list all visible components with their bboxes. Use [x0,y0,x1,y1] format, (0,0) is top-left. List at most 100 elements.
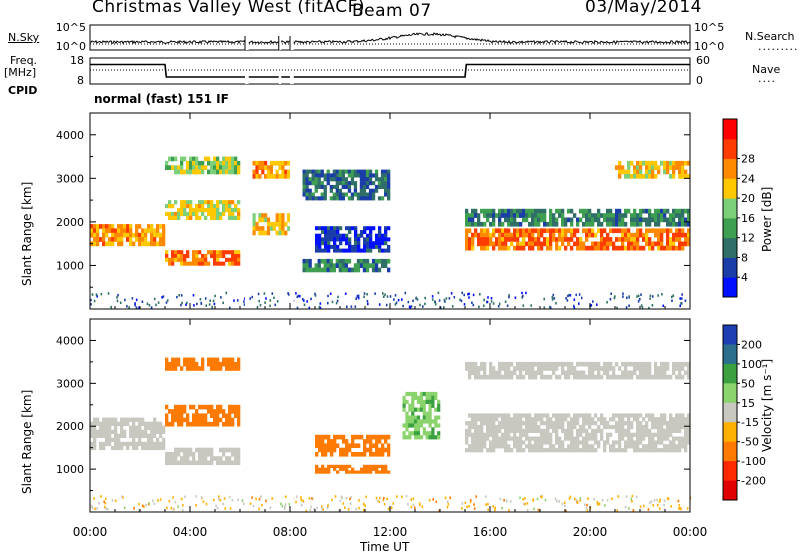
freq-gap [278,72,282,84]
time-xlabel: Time UT [360,540,410,554]
velocity-colorbar-tick-label: -100 [741,455,766,468]
nsky-gap [245,36,249,50]
power-colorbar-tick-label: 12 [741,232,755,245]
time-tick-label: 20:00 [573,525,608,539]
nsky-tick-bottom: 10^0 [56,40,86,53]
nsky-frame [89,24,691,51]
power-band [252,213,291,236]
velocity-band [165,447,241,466]
velocity-colorbar-segment [723,461,737,482]
power-colorbar-segment [723,277,737,298]
velocity-colorbar-tick-label: 200 [741,338,762,351]
power-colorbar-tick-label: 8 [741,251,748,264]
time-tick-label: 16:00 [473,525,508,539]
power-colorbar-segment [723,237,737,258]
power-colorbar-segment [723,178,737,199]
freq-unit-label: [MHz] [4,66,37,79]
velocity-colorbar-tick-label: -200 [741,475,766,488]
power-band [465,208,691,227]
velocity-band [165,404,241,427]
power-band [252,160,291,179]
power-colorbar-frame [722,118,738,298]
power-band [302,258,391,273]
power-colorbar-segment [723,257,737,278]
velocity-ground-scatter [90,494,692,513]
cpid-text: normal (fast) 151 IF [94,92,229,106]
velocity-band [315,434,391,457]
time-tick-label: 12:00 [373,525,408,539]
station-title: Christmas Valley West (fitACF) [92,0,366,17]
velocity-colorbar-segment [723,480,737,501]
power-band [315,226,391,253]
nsearch-tick-top: 10^5 [694,21,724,34]
velocity-ytick-label: 1000 [56,463,84,476]
velocity-ytick-label: 3000 [56,377,84,390]
power-colorbar-tick-label: 16 [741,212,755,225]
velocity-band [315,464,391,474]
freq-frame [89,57,691,85]
time-tick-label: 04:00 [173,525,208,539]
velocity-colorbar-tick-label: -50 [741,436,759,449]
time-tick-label: 00:00 [73,525,108,539]
nsky-tick-top: 10^5 [56,21,86,34]
velocity-ytick-label: 4000 [56,334,84,347]
velocity-data-gap [290,319,294,512]
velocity-colorbar-tick-label: 100 [741,358,762,371]
velocity-ytick-label: 2000 [56,420,84,433]
power-ytick-label: 3000 [56,172,84,185]
power-band [465,228,691,251]
velocity-colorbar-segment [723,402,737,423]
power-colorbar-tick-label: 24 [741,172,755,185]
freq-label: Freq. [10,54,38,67]
velocity-colorbar-tick-label: 15 [741,397,755,410]
power-data-gap [245,113,249,309]
velocity-band [465,413,691,453]
power-colorbar-tick-label: 28 [741,153,755,166]
power-colorbar-tick-label: 20 [741,192,755,205]
velocity-colorbar-segment [723,383,737,404]
nsky-label: N.Sky [8,31,40,44]
power-band [165,156,241,175]
power-colorbar-segment [723,217,737,239]
velocity-colorbar-tick-label: 50 [741,377,755,390]
freq-tick-bottom: 8 [77,74,84,87]
freq-gap [290,72,294,84]
power-ytick-label: 2000 [56,216,84,229]
velocity-band [165,357,241,371]
date-title: 03/May/2014 [585,0,702,17]
nsky-trace [89,32,691,45]
nsky-gap [290,36,294,50]
power-band [165,250,241,266]
nsearch-dots: ......... [758,40,799,53]
power-colorbar-tick-label: 4 [741,271,748,284]
nave-tick-bottom: 0 [696,74,703,87]
velocity-colorbar-segment [723,422,737,443]
velocity-colorbar-tick-label: -15 [741,416,759,429]
beam-title: Beam 07 [352,1,432,21]
power-band [165,200,241,220]
freq-trace [90,63,690,78]
velocity-colorbar-segment [723,325,737,345]
nsky-gap [278,36,282,50]
power-band [302,169,391,201]
velocity-colorbar-segment [723,344,737,365]
velocity-band [465,361,691,380]
velocity-colorbar-frame [722,324,738,501]
power-data-gap [290,113,294,309]
power-band [615,160,691,179]
velocity-band [90,417,166,451]
power-colorbar-segment [723,119,737,140]
power-ytick-label: 4000 [56,129,84,142]
time-tick-label: 08:00 [273,525,308,539]
nsearch-label: N.Search [745,30,795,43]
velocity-band [402,391,441,440]
freq-gap [245,72,249,84]
velocity-colorbar-segment [723,441,737,462]
nsearch-tick-bottom: 10^0 [694,40,724,53]
velocity-data-gap [245,319,249,512]
power-colorbar-segment [723,138,737,160]
power-ytick-label: 1000 [56,259,84,272]
nave-tick-top: 60 [696,54,710,67]
freq-tick-top: 18 [70,54,84,67]
